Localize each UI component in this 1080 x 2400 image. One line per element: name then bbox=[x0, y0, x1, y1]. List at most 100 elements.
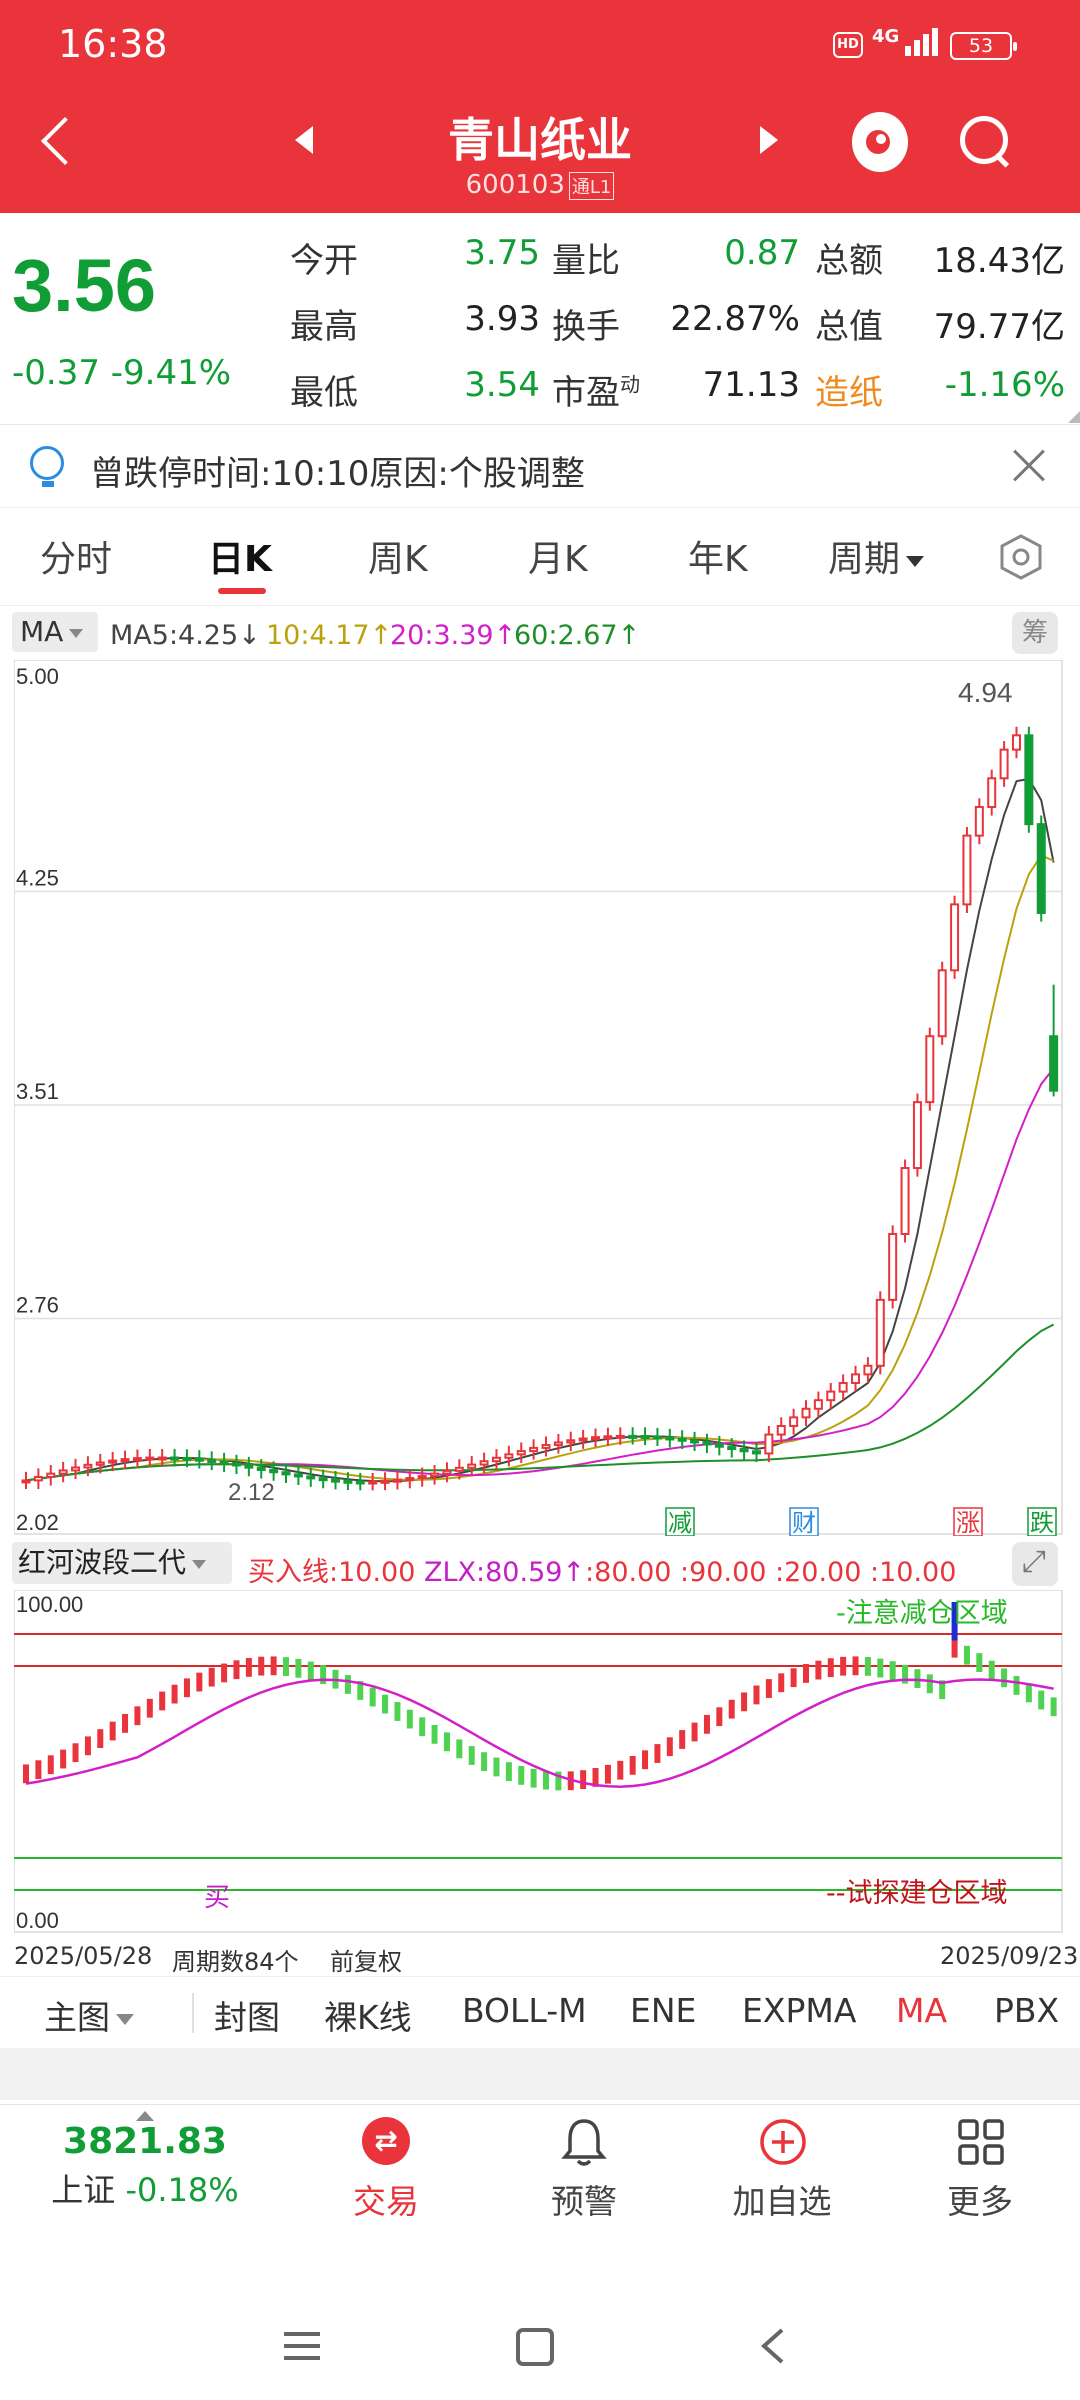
candle bbox=[368, 1480, 378, 1485]
expand-corner-icon[interactable] bbox=[1068, 411, 1080, 423]
candlestick-chart[interactable]: 5.00 4.25 3.51 2.76 2.02 4.94 2.12 减 财 涨 跌 bbox=[14, 660, 1066, 1536]
close-icon[interactable] bbox=[1008, 446, 1048, 486]
ma-legend: MA MA5:4.25↓ 10:4.17↑ 20:3.39↑ 60:2.67↑ … bbox=[0, 608, 1080, 658]
candle bbox=[652, 1435, 662, 1440]
main-chart-labels: 5.00 4.25 3.51 2.76 2.02 4.94 2.12 减 财 涨 跌 bbox=[16, 664, 1057, 1536]
indicator-bar bbox=[493, 1757, 500, 1777]
indicator-selector[interactable]: 红河波段二代 bbox=[12, 1542, 232, 1584]
back-button[interactable] bbox=[34, 110, 82, 180]
quote-label: 总额 bbox=[815, 241, 883, 281]
event-tag: 跌 bbox=[1030, 1509, 1054, 1536]
candle bbox=[281, 1471, 291, 1476]
indicator-grid bbox=[14, 1590, 1063, 1933]
indicator-bar bbox=[60, 1749, 67, 1769]
settings-hexagon-icon[interactable] bbox=[998, 534, 1044, 580]
bottom-nav: 3821.83 上证 -0.18% ⇄ 交易 预警 加自选 更多 bbox=[0, 2104, 1080, 2221]
tab-month-k[interactable]: 月K bbox=[528, 539, 588, 580]
candle bbox=[851, 1373, 861, 1384]
candle bbox=[826, 1390, 836, 1402]
tab-week-k[interactable]: 周K bbox=[368, 539, 428, 580]
tab-fenshi[interactable]: 分时 bbox=[40, 539, 113, 580]
zlx-param: ZLX:80.59↑ bbox=[424, 1557, 586, 1588]
candle bbox=[491, 1456, 501, 1463]
quote-value: 22.87% bbox=[670, 299, 800, 339]
mascot-icon[interactable] bbox=[852, 112, 908, 172]
candle bbox=[182, 1456, 192, 1461]
tab-day-k[interactable]: 日K bbox=[208, 539, 272, 580]
indicator-bar bbox=[196, 1672, 203, 1692]
candle bbox=[71, 1466, 81, 1472]
indicator-bar bbox=[344, 1675, 351, 1694]
event-tag-box bbox=[665, 1507, 695, 1536]
candle bbox=[516, 1450, 526, 1456]
index-value[interactable]: 3821.83 bbox=[63, 2121, 227, 2162]
app-header: 16:38 HD 4G 53 青山纸业 600103 通L1 bbox=[0, 0, 1080, 213]
section-gap bbox=[0, 2048, 1080, 2100]
adjust-mode[interactable]: 前复权 bbox=[330, 1948, 402, 1976]
tab-period[interactable]: 周期 bbox=[828, 530, 925, 582]
chart-type-fengtu[interactable]: 封图 bbox=[214, 1998, 280, 2037]
indicator-bar bbox=[703, 1714, 710, 1734]
home-icon[interactable] bbox=[516, 2328, 554, 2366]
chart-type-ene[interactable]: ENE bbox=[630, 1991, 697, 2030]
candle bbox=[343, 1479, 353, 1484]
candle bbox=[405, 1477, 415, 1482]
indicator-labels: 100.00 0.00 -注意减仓区域 --试探建仓区域 买 bbox=[16, 1592, 1008, 1933]
indicator-bar bbox=[654, 1744, 661, 1763]
expand-icon[interactable] bbox=[1012, 1542, 1058, 1586]
indicator-bar bbox=[815, 1660, 822, 1680]
chart-type-ma[interactable]: MA bbox=[896, 1991, 948, 2030]
quote-value: 0.87 bbox=[724, 233, 800, 273]
candle bbox=[157, 1456, 167, 1461]
indicator-chart[interactable]: 100.00 0.00 -注意减仓区域 --试探建仓区域 买 bbox=[14, 1590, 1066, 1934]
start-date: 2025/05/28 bbox=[14, 1942, 153, 1970]
chart-type-bare-k[interactable]: 裸K线 bbox=[324, 1998, 412, 2037]
indicator-bar bbox=[109, 1721, 116, 1741]
tab-year-k[interactable]: 年K bbox=[688, 539, 748, 580]
candle bbox=[380, 1479, 390, 1484]
indicator-bar bbox=[963, 1645, 970, 1665]
search-icon[interactable] bbox=[960, 116, 1008, 164]
next-stock-icon[interactable] bbox=[760, 126, 778, 154]
candle bbox=[33, 1475, 43, 1482]
pe-label: 市盈 bbox=[552, 373, 620, 413]
system-nav-bar bbox=[284, 2328, 784, 2366]
main-chart-selector[interactable]: 主图 bbox=[44, 1991, 134, 2039]
prev-stock-icon[interactable] bbox=[295, 126, 313, 154]
battery-icon: 53 bbox=[950, 32, 1017, 60]
candle bbox=[269, 1468, 279, 1474]
candle bbox=[83, 1463, 93, 1469]
quote-value: 71.13 bbox=[702, 365, 800, 405]
menu-icon[interactable] bbox=[284, 2332, 320, 2360]
indicator-bar bbox=[382, 1694, 389, 1714]
candle bbox=[727, 1445, 737, 1451]
indicator-bar bbox=[171, 1684, 178, 1704]
candle bbox=[454, 1466, 464, 1472]
chart-type-pbx[interactable]: PBX bbox=[994, 1991, 1060, 2030]
candle bbox=[900, 1167, 910, 1235]
candle bbox=[838, 1381, 848, 1393]
chart-type-boll-m[interactable]: BOLL-M bbox=[462, 1991, 587, 2030]
chevron-up-icon[interactable] bbox=[136, 2111, 154, 2121]
status-bar: 16:38 HD 4G 53 bbox=[0, 0, 1080, 90]
index-name-line[interactable]: 上证 -0.18% bbox=[20, 2165, 270, 2211]
indicator-bar bbox=[443, 1732, 450, 1752]
sector-link[interactable]: 造纸 bbox=[815, 373, 883, 413]
candle bbox=[541, 1444, 551, 1449]
quote-label: 最高 bbox=[290, 307, 358, 347]
indicator-bar bbox=[394, 1702, 401, 1721]
indicator-bar bbox=[159, 1691, 166, 1711]
ma5-line bbox=[25, 777, 1055, 1483]
candle bbox=[170, 1456, 180, 1461]
ma-selector[interactable]: MA bbox=[12, 612, 98, 652]
notice-bar[interactable]: 曾跌停时间:10:10原因:个股调整 bbox=[0, 426, 1080, 508]
indicator-bar bbox=[1038, 1690, 1045, 1710]
indicator-bar bbox=[295, 1658, 302, 1678]
chart-type-expma[interactable]: EXPMA bbox=[742, 1991, 857, 2030]
candle bbox=[1024, 734, 1034, 826]
indicator-bar bbox=[419, 1717, 426, 1737]
back-icon[interactable] bbox=[760, 2328, 784, 2364]
chip-distribution-button[interactable]: 筹 bbox=[1012, 612, 1058, 654]
candle bbox=[479, 1460, 489, 1466]
candle bbox=[578, 1437, 588, 1442]
